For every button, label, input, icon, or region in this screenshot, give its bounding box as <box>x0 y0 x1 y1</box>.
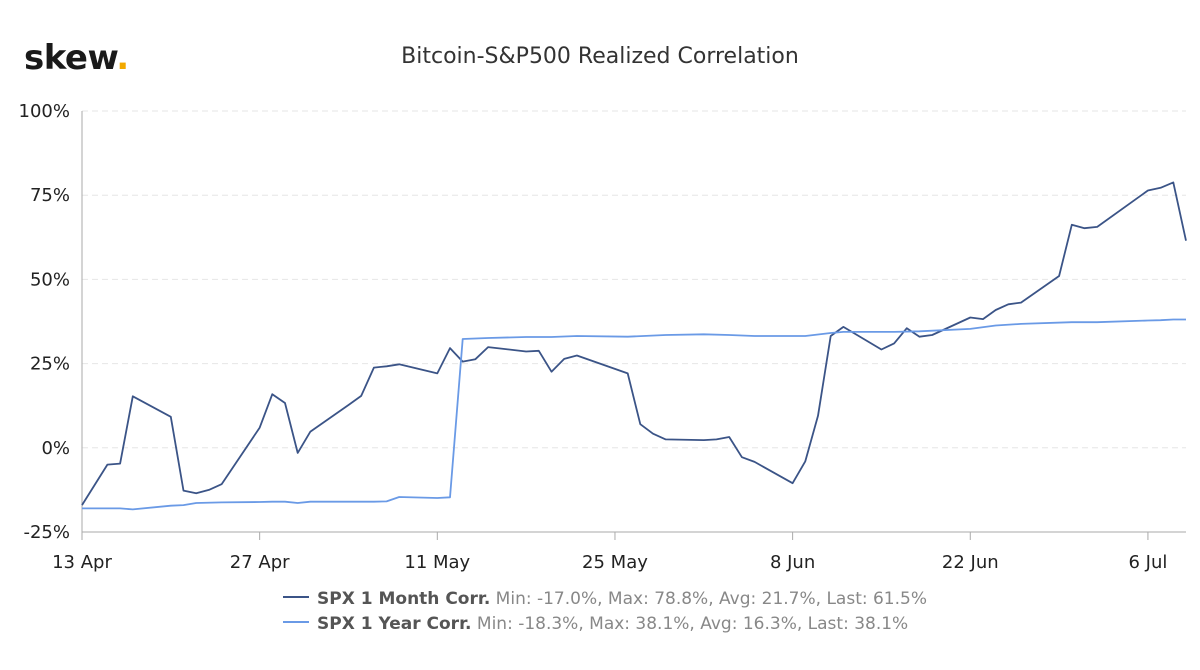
logo-text: skew <box>24 38 117 78</box>
chart-title: Bitcoin-S&P500 Realized Correlation <box>401 44 799 69</box>
x-tick-label-1: 27 Apr <box>230 552 290 573</box>
legend-item-year[interactable]: SPX 1 Year Corr. Min: -18.3%, Max: 38.1%… <box>283 614 908 634</box>
legend-swatch-month <box>283 596 309 598</box>
legend-stats-year: Min: -18.3%, Max: 38.1%, Avg: 16.3%, Las… <box>471 614 909 634</box>
y-tick-label-0: 100% <box>19 101 70 122</box>
skew-logo: skew. <box>24 38 129 78</box>
x-axis: 13 Apr 27 Apr 11 May 25 May 8 Jun 22 Jun 6 Jul <box>52 531 1186 573</box>
x-tick-label-3: 25 May <box>582 552 648 573</box>
legend-name-year: SPX 1 Year Corr. <box>317 614 472 634</box>
x-tick-label-0: 13 Apr <box>52 552 112 573</box>
y-tick-label-1: 75% <box>30 185 70 206</box>
x-tick-label-6: 6 Jul <box>1128 552 1167 573</box>
y-tick-label-2: 50% <box>30 269 70 290</box>
y-axis: 100% 75% 50% 25% 0% -25% <box>19 101 83 543</box>
gridlines <box>82 110 1186 533</box>
legend-swatch-year <box>283 621 309 623</box>
legend-name-month: SPX 1 Month Corr. <box>317 589 491 609</box>
y-tick-label-3: 25% <box>30 354 70 375</box>
x-tick-label-2: 11 May <box>404 552 470 573</box>
series-group <box>81 181 1187 511</box>
x-tick-label-4: 8 Jun <box>770 552 815 573</box>
y-tick-label-5: -25% <box>23 522 70 543</box>
x-tick-label-5: 22 Jun <box>942 552 999 573</box>
series-line-month <box>81 181 1187 506</box>
y-tick-label-4: 0% <box>41 438 70 459</box>
legend-stats-month: Min: -17.0%, Max: 78.8%, Avg: 21.7%, Las… <box>490 589 927 609</box>
series-line-year <box>82 318 1186 511</box>
logo-dot: . <box>116 38 129 78</box>
legend-item-month[interactable]: SPX 1 Month Corr. Min: -17.0%, Max: 78.8… <box>283 589 927 609</box>
